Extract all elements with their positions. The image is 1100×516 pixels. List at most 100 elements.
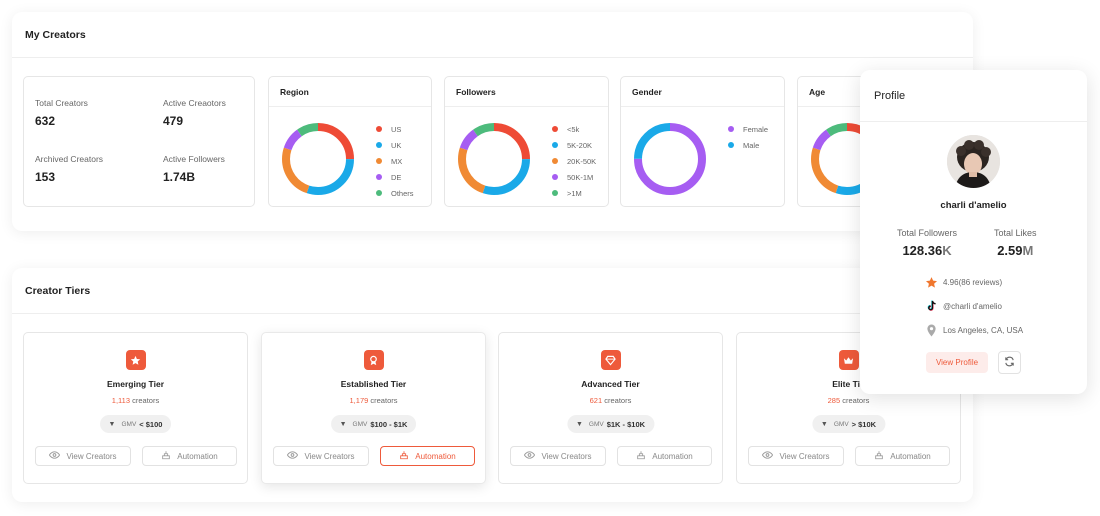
followers-chart-title: Followers	[445, 77, 608, 107]
view-creators-label: View Creators	[541, 451, 592, 461]
donut-slice	[282, 123, 354, 195]
view-creators-label: View Creators	[779, 451, 830, 461]
filter-icon: ▼	[575, 420, 583, 428]
automation-button[interactable]: Automation	[142, 446, 237, 466]
filter-icon: ▼	[820, 420, 828, 428]
rating-row: 4.96 (86 reviews)	[924, 275, 1002, 289]
followers-donut	[458, 123, 530, 195]
region-donut	[282, 123, 354, 195]
tier-count-number: 1,179	[349, 396, 369, 405]
gmv-range-badge: ▼ GMV $1K - $10K	[566, 415, 655, 433]
tier-card-established: Established Tier 1,179 creators ▼ GMV $1…	[261, 332, 486, 484]
review-count: (86 reviews)	[958, 277, 1003, 287]
total-followers-unit: K	[942, 243, 952, 258]
handle-row: @charli d'amelio	[924, 299, 1002, 313]
gmv-range: < $100	[139, 419, 163, 429]
legend-label: >1M	[567, 188, 582, 198]
refresh-button[interactable]	[998, 351, 1021, 374]
location-text: Los Angeles, CA, USA	[943, 325, 1024, 335]
diamond-icon	[600, 350, 621, 370]
tier-name: Advanced Tier	[581, 379, 640, 389]
tier-count: 621 creators	[499, 396, 722, 405]
legend-dot	[376, 126, 382, 132]
view-profile-button[interactable]: View Profile	[926, 352, 988, 373]
gmv-label: GMV	[352, 420, 368, 428]
total-likes-value: 2.59M	[994, 243, 1037, 258]
my-creators-header: My Creators	[12, 12, 973, 58]
legend-label: <5k	[567, 124, 580, 134]
rating-value: 4.96	[943, 277, 959, 287]
gmv-label: GMV	[121, 420, 137, 428]
total-likes-number: 2.59	[997, 243, 1023, 258]
automation-button[interactable]: Automation	[380, 446, 475, 466]
legend-item: Female	[728, 121, 768, 137]
donut-slice	[458, 123, 530, 195]
award-icon	[363, 350, 384, 370]
profile-name: charli d'amelio	[940, 200, 1007, 211]
tier-count-unit: creators	[604, 396, 632, 405]
filter-icon: ▼	[108, 420, 116, 428]
legend-label: Male	[743, 140, 760, 150]
filter-icon: ▼	[339, 420, 347, 428]
my-creators-card: My Creators Total Creators 632 Active Cr…	[12, 12, 973, 231]
tiktok-handle: @charli d'amelio	[943, 301, 1003, 311]
legend-item: >1M	[552, 185, 596, 201]
total-followers-stat: Total Followers 128.36K	[897, 228, 957, 258]
legend-label: Female	[743, 124, 769, 134]
gmv-label: GMV	[588, 420, 604, 428]
tier-count-unit: creators	[370, 396, 398, 405]
creator-tiers-header: Creator Tiers	[12, 268, 973, 314]
automation-button[interactable]: Automation	[617, 446, 712, 466]
automation-button[interactable]: Automation	[855, 446, 950, 466]
automation-label: Automation	[177, 451, 218, 461]
view-creators-label: View Creators	[66, 451, 117, 461]
stat-active-creators: Active Creaotors 479	[163, 98, 226, 128]
gmv-label: GMV	[833, 420, 849, 428]
eye-icon	[287, 451, 299, 461]
creator-tiers-title: Creator Tiers	[25, 284, 91, 297]
legend-label: MX	[391, 156, 403, 166]
profile-header: Profile	[860, 70, 1087, 122]
legend-item: DE	[376, 169, 414, 185]
legend-item: US	[376, 121, 414, 137]
total-likes-stat: Total Likes 2.59M	[994, 228, 1037, 258]
legend-label: DE	[391, 172, 402, 182]
legend-dot	[728, 126, 734, 132]
view-creators-button[interactable]: View Creators	[273, 446, 369, 466]
legend-dot	[552, 158, 558, 164]
gender-donut	[634, 123, 706, 195]
followers-chart-box: Followers <5k 5K-20K 20K-50K 50K-1M >1M	[444, 76, 609, 207]
legend-dot	[552, 142, 558, 148]
gmv-range-badge: ▼ GMV $100 - $1K	[330, 415, 417, 433]
donut-slice	[634, 123, 706, 195]
profile-title: Profile	[874, 89, 906, 102]
legend-label: 50K-1M	[567, 172, 594, 182]
star-icon	[125, 350, 146, 370]
tier-count-number: 285	[827, 396, 841, 405]
view-creators-button[interactable]: View Creators	[510, 446, 606, 466]
legend-dot	[552, 174, 558, 180]
crown-icon	[838, 350, 859, 370]
stat-value: 1.74B	[163, 170, 196, 184]
gender-legend: Female Male	[728, 121, 768, 153]
total-followers-label: Total Followers	[897, 228, 958, 238]
view-creators-button[interactable]: View Creators	[748, 446, 844, 466]
gender-chart-box: Gender Female Male	[620, 76, 785, 207]
region-chart-box: Region US UK MX DE Others	[268, 76, 432, 207]
legend-item: UK	[376, 137, 414, 153]
total-likes-label: Total Likes	[994, 228, 1037, 238]
stat-value: 632	[35, 114, 56, 128]
view-creators-button[interactable]: View Creators	[35, 446, 131, 466]
tier-count-number: 1,113	[111, 396, 131, 405]
avatar	[947, 135, 1000, 188]
legend-dot	[728, 142, 734, 148]
legend-item: <5k	[552, 121, 596, 137]
profile-card: Profile charli d'amelio Total Followers …	[860, 70, 1087, 394]
tier-count: 1,113 creators	[24, 396, 247, 405]
legend-item: Male	[728, 137, 768, 153]
creator-tiers-card: Creator Tiers Emerging Tier 1,113 creato…	[12, 268, 973, 502]
tier-name: Elite Tie	[832, 379, 865, 389]
stat-archived-creators: Archived Creators 153	[35, 154, 103, 184]
legend-dot	[376, 142, 382, 148]
stat-value: 479	[163, 114, 184, 128]
